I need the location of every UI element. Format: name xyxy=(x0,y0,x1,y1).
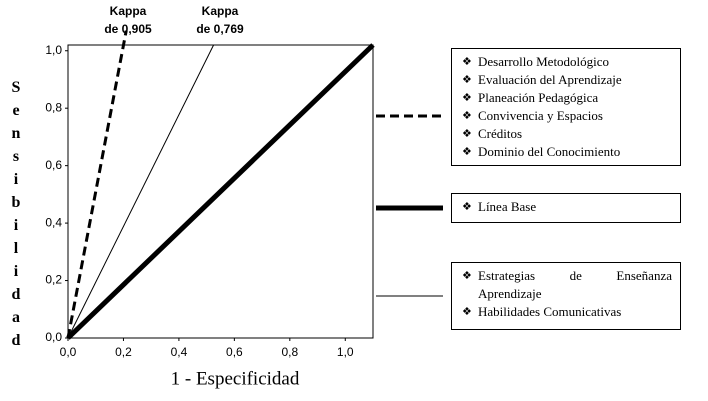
y-tick-label: 0,4 xyxy=(45,215,62,229)
x-tick-label: 0,4 xyxy=(171,345,188,359)
plot-frame xyxy=(67,44,374,339)
legend-item: Dominio del Conocimiento xyxy=(462,143,672,161)
legend-item: Habilidades Comunicativas xyxy=(462,303,672,321)
legend-item: Créditos xyxy=(462,125,672,143)
legend-box: Estrategias de Enseñanza AprendizajeHabi… xyxy=(451,262,681,330)
x-tick-label: 0,0 xyxy=(60,345,77,359)
x-axis-label: 1 - Especificidad xyxy=(171,368,300,389)
y-tick-label: 0,0 xyxy=(45,330,62,344)
legend-item: Convivencia y Espacios xyxy=(462,107,672,125)
legend-item: Estrategias de Enseñanza Aprendizaje xyxy=(462,267,672,303)
legend-box: Desarrollo MetodológicoEvaluación del Ap… xyxy=(451,48,681,166)
y-tick-label: 1,0 xyxy=(45,43,62,57)
legend-item: Evaluación del Aprendizaje xyxy=(462,71,672,89)
series-line xyxy=(66,30,128,339)
legend-item: Línea Base xyxy=(462,198,672,216)
annotation: de 0,769 xyxy=(196,22,244,36)
x-tick-label: 1,0 xyxy=(337,345,354,359)
y-tick-label: 0,2 xyxy=(45,273,62,287)
x-tick-label: 0,8 xyxy=(281,345,298,359)
series-line xyxy=(66,43,375,340)
annotation: de 0,905 xyxy=(104,22,152,36)
legend-box: Línea Base xyxy=(451,193,681,223)
x-tick-label: 0,2 xyxy=(115,345,132,359)
y-tick-label: 0,8 xyxy=(45,100,62,114)
y-tick-label: 0,6 xyxy=(45,158,62,172)
annotation: Kappa xyxy=(110,4,147,18)
legend-item: Planeación Pedagógica xyxy=(462,89,672,107)
x-tick-label: 0,6 xyxy=(226,345,243,359)
legend-item: Desarrollo Metodológico xyxy=(462,53,672,71)
series-line xyxy=(67,44,215,339)
annotation: Kappa xyxy=(202,4,239,18)
